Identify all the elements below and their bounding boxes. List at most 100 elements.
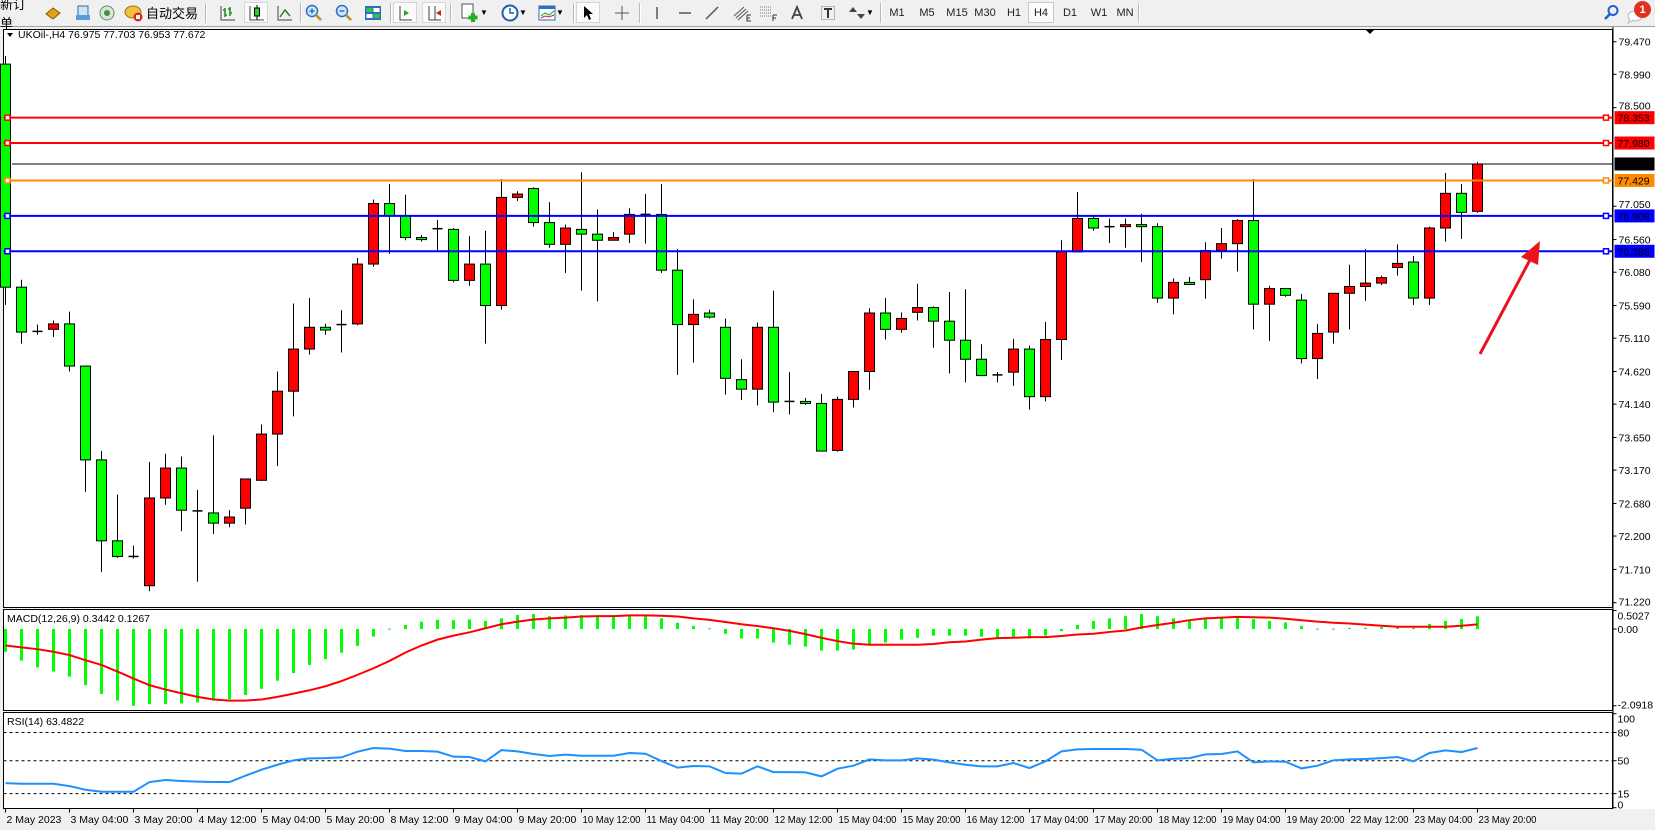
candle[interactable] bbox=[1392, 244, 1403, 276]
price-line-handle[interactable] bbox=[4, 114, 11, 121]
candle[interactable] bbox=[624, 208, 635, 243]
candle[interactable] bbox=[1440, 172, 1451, 242]
candle[interactable] bbox=[1168, 278, 1179, 315]
candle[interactable] bbox=[512, 191, 523, 201]
periods-button[interactable]: ▼ bbox=[497, 2, 531, 23]
annotation-arrow[interactable] bbox=[1478, 255, 1534, 355]
text-button[interactable] bbox=[786, 2, 808, 23]
candle[interactable] bbox=[1312, 323, 1323, 379]
candle[interactable] bbox=[560, 224, 571, 273]
candle[interactable] bbox=[1296, 293, 1307, 364]
vertical-line-button[interactable] bbox=[646, 2, 668, 23]
chart-shift-button[interactable] bbox=[422, 2, 446, 23]
candle[interactable] bbox=[736, 359, 747, 401]
candle[interactable] bbox=[304, 298, 315, 355]
timeframe-mn[interactable]: MN bbox=[1116, 6, 1134, 19]
candle[interactable] bbox=[1120, 218, 1131, 248]
candle[interactable] bbox=[480, 230, 491, 344]
candle[interactable] bbox=[928, 306, 939, 348]
price-line-handle[interactable] bbox=[1602, 139, 1610, 147]
text-label-button[interactable] bbox=[817, 2, 839, 23]
candle[interactable] bbox=[608, 232, 619, 241]
timeframe-m1[interactable]: M1 bbox=[889, 6, 905, 19]
candle[interactable] bbox=[80, 365, 91, 492]
candlestick-button[interactable] bbox=[244, 2, 268, 23]
candle[interactable] bbox=[768, 290, 779, 413]
candle[interactable] bbox=[1264, 285, 1275, 341]
bar-chart-button[interactable] bbox=[216, 2, 238, 23]
candle[interactable] bbox=[1024, 345, 1035, 410]
candle[interactable] bbox=[1376, 275, 1387, 286]
candle[interactable] bbox=[368, 199, 379, 267]
zoom-in-button[interactable] bbox=[303, 2, 325, 23]
candle[interactable] bbox=[784, 372, 795, 415]
candle[interactable] bbox=[752, 322, 763, 406]
signals-button[interactable] bbox=[96, 2, 118, 23]
timeframe-m30[interactable]: M30 bbox=[974, 6, 996, 19]
candle[interactable] bbox=[800, 398, 811, 405]
autotrade-button[interactable]: 自动交易 bbox=[120, 2, 202, 23]
candle[interactable] bbox=[720, 318, 731, 395]
tile-windows-button[interactable] bbox=[362, 2, 384, 23]
price-line-handle[interactable] bbox=[1602, 248, 1610, 255]
new-chart-button[interactable]: ▼ bbox=[456, 2, 492, 23]
candle[interactable] bbox=[144, 461, 155, 592]
candle[interactable] bbox=[592, 209, 603, 302]
candle[interactable] bbox=[224, 510, 235, 528]
main-chart-panel[interactable] bbox=[3, 29, 1613, 608]
candle[interactable] bbox=[160, 453, 171, 505]
new-order-button[interactable]: 新订单 bbox=[0, 0, 34, 31]
candle[interactable] bbox=[1456, 183, 1467, 239]
price-line-handle[interactable] bbox=[1602, 212, 1610, 220]
timeframe-h1[interactable]: H1 bbox=[1006, 6, 1022, 19]
candle[interactable] bbox=[320, 323, 331, 335]
candle[interactable] bbox=[880, 298, 891, 340]
candle[interactable] bbox=[544, 202, 555, 248]
candle[interactable] bbox=[64, 311, 75, 372]
trendline-button[interactable] bbox=[701, 2, 723, 23]
candle[interactable] bbox=[256, 424, 267, 481]
candle[interactable] bbox=[640, 194, 651, 244]
collapse-triangle-icon[interactable] bbox=[7, 33, 13, 37]
candle[interactable] bbox=[1008, 338, 1019, 386]
candle[interactable] bbox=[496, 179, 507, 310]
candle[interactable] bbox=[960, 289, 971, 383]
candle[interactable] bbox=[1136, 213, 1147, 263]
timeframe-h4[interactable]: H4 bbox=[1028, 2, 1054, 23]
fibo-channel-button[interactable] bbox=[730, 2, 754, 23]
candle[interactable] bbox=[336, 310, 347, 353]
candle[interactable] bbox=[672, 249, 683, 375]
candle[interactable] bbox=[448, 228, 459, 283]
candle[interactable] bbox=[896, 312, 907, 333]
candle[interactable] bbox=[1408, 255, 1419, 305]
candle[interactable] bbox=[992, 372, 1003, 383]
candle[interactable] bbox=[1040, 321, 1051, 402]
crosshair-button[interactable] bbox=[611, 2, 633, 23]
candle[interactable] bbox=[1344, 264, 1355, 330]
candle[interactable] bbox=[32, 324, 43, 335]
cursor-button[interactable] bbox=[576, 2, 600, 23]
price-line-handle[interactable] bbox=[4, 139, 11, 147]
search-button[interactable] bbox=[1600, 2, 1622, 23]
candle[interactable] bbox=[1104, 218, 1115, 243]
candle[interactable] bbox=[816, 393, 827, 452]
candle[interactable] bbox=[1088, 216, 1099, 231]
fibo-retracement-button[interactable] bbox=[756, 2, 780, 23]
candle[interactable] bbox=[1152, 223, 1163, 303]
timeframe-m5[interactable]: M5 bbox=[919, 6, 935, 19]
candle[interactable] bbox=[1328, 292, 1339, 344]
price-line-handle[interactable] bbox=[4, 177, 11, 184]
candle[interactable] bbox=[656, 183, 667, 273]
candle[interactable] bbox=[848, 371, 859, 408]
candle[interactable] bbox=[976, 344, 987, 377]
candle[interactable] bbox=[288, 303, 299, 417]
candle[interactable] bbox=[1248, 179, 1259, 330]
candle[interactable] bbox=[272, 371, 283, 467]
line-chart-button[interactable] bbox=[273, 2, 295, 23]
market-watch-button[interactable] bbox=[42, 2, 64, 23]
candle[interactable] bbox=[128, 545, 139, 559]
terminal-button[interactable] bbox=[72, 2, 94, 23]
price-line-handle[interactable] bbox=[4, 212, 11, 220]
arrows-button[interactable]: ▼ bbox=[844, 2, 878, 23]
